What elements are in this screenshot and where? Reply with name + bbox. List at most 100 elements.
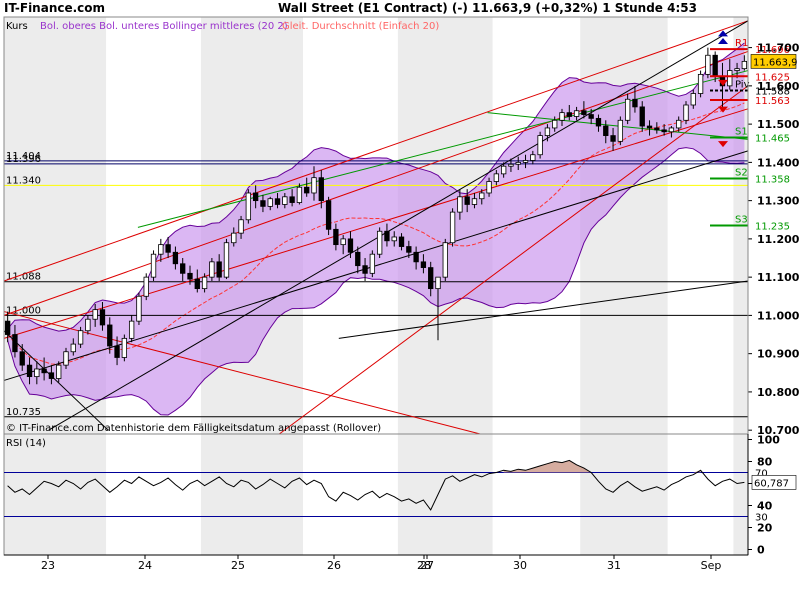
candle xyxy=(632,98,638,108)
x-tick-label: 27 xyxy=(420,559,434,572)
trend-line xyxy=(137,70,749,228)
candle xyxy=(128,320,135,339)
x-tick-label: 28 xyxy=(417,559,431,572)
candle xyxy=(340,238,346,246)
pivot-label: S1 xyxy=(735,127,748,138)
day-band xyxy=(580,434,668,555)
day-band xyxy=(200,434,304,555)
candle xyxy=(252,192,259,202)
candle xyxy=(610,135,616,142)
y-tick-label: 11.100 xyxy=(757,271,800,284)
candle xyxy=(493,173,500,182)
candle xyxy=(479,192,485,200)
candle xyxy=(34,368,40,378)
level-label: 10.735 xyxy=(6,407,41,418)
candle xyxy=(646,125,653,129)
rsi-line xyxy=(7,459,745,511)
y-tick-label: 10.900 xyxy=(757,348,800,361)
brand-logo: IT-Finance.com xyxy=(4,1,106,15)
candle xyxy=(56,364,62,379)
down-arrow-icon xyxy=(718,79,728,86)
chart-header: IT-Finance.com Wall Street (E1 Contract)… xyxy=(0,0,800,17)
chart-title: Wall Street (E1 Contract) (-) 11.663,9 (… xyxy=(278,1,697,15)
y-tick-label: 10.800 xyxy=(757,386,800,399)
rsi-y-tick-label: 80 xyxy=(757,456,773,469)
candle xyxy=(194,278,200,290)
y-tick-label: 11.600 xyxy=(757,80,800,93)
up-arrow-icon xyxy=(718,30,728,37)
trend-line xyxy=(3,150,749,381)
candle xyxy=(63,351,69,366)
pivot-value: 11.588 xyxy=(755,86,790,97)
candle xyxy=(442,242,448,278)
candle xyxy=(325,200,332,230)
candle xyxy=(420,261,427,268)
rsi-y-tick-label: 20 xyxy=(757,522,773,535)
candle xyxy=(289,196,295,203)
rsi-y-tick-label: 100 xyxy=(757,434,780,447)
last-price-label: 11.663,9 xyxy=(753,57,798,68)
candle xyxy=(158,244,164,255)
candle xyxy=(712,54,718,77)
day-band xyxy=(667,434,734,555)
footer-note: © IT-Finance.com Datenhistorie dem Fälli… xyxy=(6,423,381,434)
level-label: 11.396 xyxy=(6,154,41,165)
candle xyxy=(457,196,463,213)
rsi-panel: RSI (14)100806040200307060,787 xyxy=(3,433,797,557)
legend-entry: Kurs xyxy=(6,21,28,32)
trend-line xyxy=(3,311,481,435)
pivot-label: S3 xyxy=(735,215,748,226)
y-tick-label: 11.400 xyxy=(757,156,800,169)
level-label: 11.088 xyxy=(6,272,41,283)
candle xyxy=(362,265,368,274)
legend-entry: Gleit. Durchschnitt (Einfach 20) xyxy=(282,21,439,32)
candle xyxy=(683,104,689,121)
candle xyxy=(639,106,645,127)
candle xyxy=(435,276,441,290)
candle xyxy=(486,181,492,194)
x-tick-label: 31 xyxy=(607,559,621,572)
rsi-overbought-fill xyxy=(503,460,701,473)
candle xyxy=(398,236,405,247)
candle xyxy=(559,112,565,121)
rsi-value-label: 60,787 xyxy=(754,478,789,489)
candle xyxy=(318,177,324,202)
candle xyxy=(48,372,55,379)
candle xyxy=(187,272,193,280)
x-tick-label: 23 xyxy=(41,559,55,572)
candle xyxy=(449,211,456,244)
last-price-box xyxy=(750,54,797,69)
candle xyxy=(245,192,252,221)
day-band xyxy=(733,434,748,555)
rsi-value-box xyxy=(751,475,797,490)
candle xyxy=(391,236,397,242)
candle xyxy=(296,186,303,203)
candle xyxy=(537,135,543,156)
candle xyxy=(165,244,171,253)
candle xyxy=(355,251,361,267)
candle xyxy=(705,54,711,75)
candle xyxy=(530,154,536,161)
candle xyxy=(471,198,478,205)
candle xyxy=(267,198,273,207)
legend-entry: Bol. oberes Bol. unteres Bollinger mittl… xyxy=(40,21,288,32)
x-tick-label: 25 xyxy=(231,559,245,572)
candle xyxy=(676,119,682,129)
candle xyxy=(85,318,91,332)
candle xyxy=(624,98,631,121)
candle xyxy=(41,368,47,374)
candle xyxy=(136,295,142,322)
candle xyxy=(180,263,186,274)
bollinger-lower-line xyxy=(7,147,745,416)
trend-line xyxy=(3,50,749,316)
candle xyxy=(544,127,551,136)
candle xyxy=(508,163,514,167)
candle xyxy=(697,73,704,94)
candle xyxy=(121,337,128,358)
candle xyxy=(70,343,76,353)
rsi-y-tick-label: 0 xyxy=(757,544,765,557)
candle xyxy=(617,119,624,142)
level-label: 11.340 xyxy=(6,175,41,186)
candle xyxy=(347,238,354,253)
